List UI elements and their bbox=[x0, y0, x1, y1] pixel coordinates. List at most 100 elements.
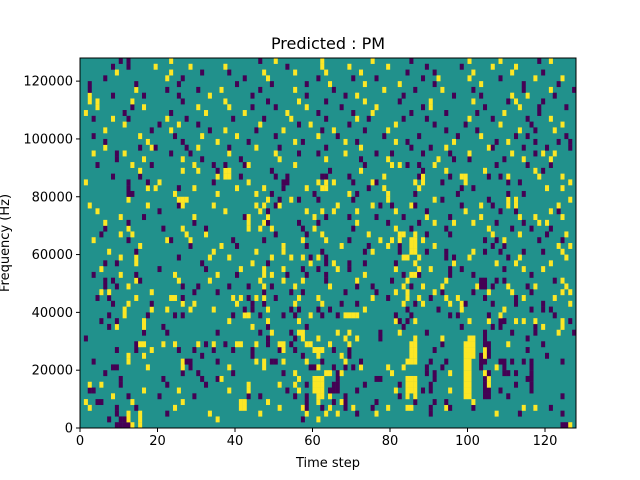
heatmap-cell bbox=[165, 381, 170, 388]
heatmap-cell bbox=[157, 179, 162, 186]
heatmap-cell bbox=[502, 277, 507, 284]
heatmap-cell bbox=[180, 167, 185, 174]
heatmap-cell bbox=[448, 300, 453, 307]
heatmap-cell bbox=[510, 225, 515, 232]
heatmap-cell bbox=[176, 196, 181, 203]
heatmap-cell bbox=[262, 295, 267, 301]
heatmap-cell bbox=[374, 375, 379, 382]
heatmap-cell bbox=[514, 63, 519, 70]
heatmap-cell bbox=[525, 115, 530, 122]
heatmap-cell bbox=[293, 393, 298, 400]
heatmap-cell bbox=[103, 127, 108, 134]
heatmap-cell bbox=[502, 358, 507, 365]
heatmap-cell bbox=[285, 179, 290, 186]
heatmap-cell bbox=[320, 347, 325, 353]
heatmap-cell bbox=[514, 318, 519, 325]
heatmap-cell bbox=[424, 370, 429, 377]
heatmap-cell bbox=[459, 306, 464, 313]
heatmap-cell bbox=[258, 208, 263, 215]
heatmap-cell bbox=[347, 190, 352, 197]
heatmap-cell bbox=[188, 306, 193, 313]
heatmap-cell bbox=[235, 81, 240, 88]
heatmap-cell bbox=[490, 63, 495, 70]
heatmap-cell bbox=[165, 306, 170, 313]
heatmap-cell bbox=[300, 329, 305, 336]
heatmap-cell bbox=[145, 312, 150, 319]
heatmap-cell bbox=[118, 422, 123, 429]
heatmap-cell bbox=[122, 312, 127, 319]
heatmap-cell bbox=[409, 283, 414, 290]
heatmap-cell bbox=[424, 208, 429, 215]
heatmap-cell bbox=[316, 179, 321, 186]
heatmap-cell bbox=[192, 300, 197, 307]
heatmap-cell bbox=[405, 358, 410, 365]
heatmap-cell bbox=[417, 219, 422, 226]
heatmap-cell bbox=[180, 358, 185, 365]
heatmap-cell bbox=[165, 237, 170, 244]
heatmap-cell bbox=[502, 318, 507, 325]
heatmap-cell bbox=[452, 92, 457, 99]
heatmap-cell bbox=[409, 404, 414, 411]
heatmap-cell bbox=[118, 381, 123, 388]
heatmap-cell bbox=[281, 277, 286, 284]
heatmap-cell bbox=[91, 133, 96, 140]
heatmap-cell bbox=[479, 358, 484, 365]
heatmap-cell bbox=[409, 312, 414, 319]
heatmap-cell bbox=[207, 92, 212, 99]
heatmap-cell bbox=[169, 58, 174, 64]
heatmap-cell bbox=[374, 410, 379, 417]
heatmap-cell bbox=[444, 225, 449, 232]
heatmap-cell bbox=[393, 289, 398, 296]
heatmap-cell bbox=[126, 283, 131, 290]
heatmap-cell bbox=[568, 196, 573, 203]
heatmap-cell bbox=[393, 260, 398, 267]
heatmap-cell bbox=[541, 341, 546, 348]
heatmap-cell bbox=[180, 312, 185, 319]
heatmap-cell bbox=[316, 387, 321, 394]
heatmap-cell bbox=[560, 237, 565, 244]
heatmap-cell bbox=[339, 352, 344, 359]
heatmap-cell bbox=[483, 381, 488, 388]
heatmap-cell bbox=[490, 231, 495, 238]
heatmap-cell bbox=[424, 231, 429, 238]
heatmap-cell bbox=[312, 190, 317, 197]
heatmap-cell bbox=[300, 404, 305, 411]
heatmap-cell bbox=[347, 347, 352, 353]
heatmap-cell bbox=[432, 219, 437, 226]
heatmap-cell bbox=[428, 144, 433, 151]
heatmap-cell bbox=[401, 364, 406, 371]
heatmap-cell bbox=[351, 75, 356, 82]
heatmap-cell bbox=[355, 138, 360, 145]
heatmap-cell bbox=[111, 364, 116, 371]
heatmap-cell bbox=[455, 133, 460, 140]
heatmap-cell bbox=[393, 121, 398, 128]
heatmap-cell bbox=[180, 283, 185, 290]
heatmap-cell bbox=[192, 347, 197, 353]
heatmap-cell bbox=[227, 318, 232, 325]
heatmap-cell bbox=[153, 185, 158, 192]
heatmap-cell bbox=[405, 69, 410, 76]
heatmap-cell bbox=[413, 237, 418, 244]
heatmap-cell bbox=[107, 295, 112, 301]
heatmap-cell bbox=[560, 358, 565, 365]
heatmap-cell bbox=[262, 202, 267, 209]
heatmap-cell bbox=[533, 214, 538, 221]
heatmap-cell bbox=[413, 86, 418, 93]
heatmap-cell bbox=[277, 381, 282, 388]
heatmap-cell bbox=[134, 347, 139, 353]
heatmap-cell bbox=[227, 150, 232, 157]
heatmap-cell bbox=[483, 283, 488, 290]
heatmap-cell bbox=[180, 98, 185, 105]
heatmap-cell bbox=[316, 219, 321, 226]
heatmap-cell bbox=[417, 266, 422, 273]
heatmap-cell bbox=[169, 150, 174, 157]
heatmap-cell bbox=[300, 416, 305, 423]
heatmap-cell bbox=[409, 271, 414, 278]
heatmap-cell bbox=[467, 370, 472, 377]
heatmap-cell bbox=[238, 404, 243, 411]
heatmap-cell bbox=[266, 75, 271, 82]
heatmap-cell bbox=[347, 237, 352, 244]
heatmap-cell bbox=[444, 110, 449, 116]
heatmap-cell bbox=[320, 381, 325, 388]
heatmap-cell bbox=[145, 179, 150, 186]
